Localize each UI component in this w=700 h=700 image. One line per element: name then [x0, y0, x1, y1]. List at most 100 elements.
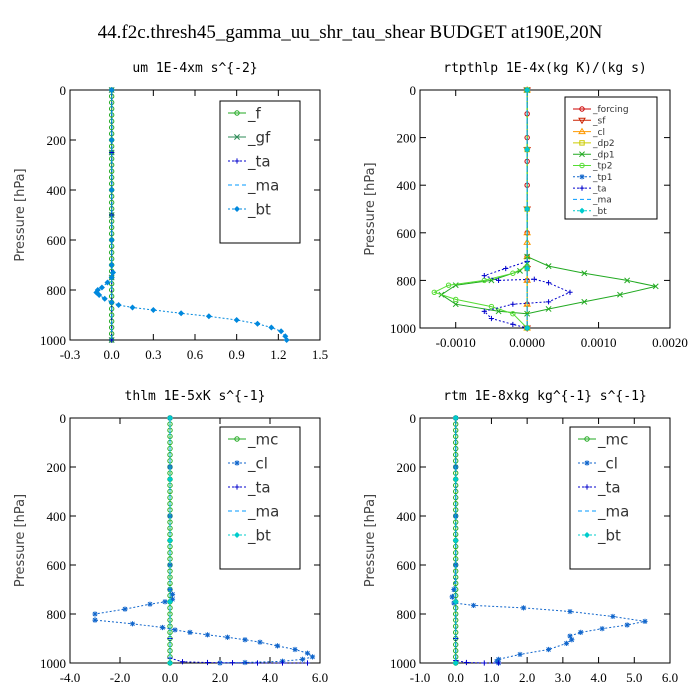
series-line [482, 90, 572, 329]
legend-label: _ma [597, 502, 629, 521]
data-point [567, 289, 573, 295]
x-tick-label: 0.6 [187, 347, 204, 362]
series-line [169, 418, 308, 664]
x-tick-label: 2.0 [519, 670, 535, 685]
legend-label: _forcing [592, 105, 629, 115]
data-point [578, 629, 584, 635]
data-point [309, 654, 316, 660]
panel-1: um 1E-4xm s^{-2} Pressure [hPa] -0.3 0.0 0.3… [13, 61, 328, 362]
y-tick-label: 800 [47, 283, 67, 298]
data-point [510, 270, 516, 276]
legend-label: _f [247, 104, 262, 123]
x-tick-label: -1.0 [410, 670, 431, 685]
legend-swatch-marker [234, 484, 240, 490]
data-point [545, 263, 552, 270]
data-point [517, 651, 523, 658]
data-point [98, 284, 105, 291]
data-point [488, 303, 495, 310]
data-point [108, 262, 115, 268]
legend-entry: _ma [578, 502, 629, 521]
legend-label: _ma [592, 196, 612, 206]
data-point [510, 321, 516, 328]
data-point [581, 270, 588, 277]
figure-title: 44.f2c.thresh45_gamma_uu_shr_tau_shear B… [98, 22, 603, 43]
data-point [470, 602, 477, 609]
data-point [115, 302, 122, 308]
legend-frame [569, 426, 651, 570]
legend-entry: _cl [578, 454, 618, 473]
data-point [510, 311, 516, 317]
legend-label: _cl [592, 128, 605, 138]
panel-4: rtm 1E-8xkg kg^{-1} s^{-1} Pressure [hPa]… [363, 389, 678, 685]
data-point [233, 317, 240, 323]
legend-label: _ma [247, 502, 279, 521]
data-point [445, 282, 452, 288]
x-tick-label: 0.9 [229, 347, 245, 362]
legend-label: _bt [247, 526, 271, 545]
legend-swatch-marker [234, 532, 240, 538]
legend-label: _ta [592, 184, 607, 194]
y-tick-label: 200 [397, 131, 417, 146]
y-tick-label: 600 [47, 233, 67, 248]
data-point [449, 594, 455, 600]
y-axis-label: Pressure [hPa] [363, 162, 378, 255]
legend-entry: _f [228, 104, 262, 123]
data-point [617, 291, 623, 298]
x-tick-label: 4.0 [590, 670, 606, 685]
panel-title: rtpthlp 1E-4x(kg K)/(kg s) [443, 61, 647, 76]
y-tick-label: 400 [47, 183, 67, 198]
data-point [110, 269, 117, 276]
series-line [455, 418, 499, 664]
series-bt [452, 415, 459, 666]
legend-swatch-marker [579, 151, 585, 158]
legend-entry: _bt [228, 200, 271, 219]
data-point [481, 273, 487, 279]
legend-entry: _ma [228, 502, 279, 521]
legend-entry: _sf [573, 116, 606, 126]
y-tick-label: 400 [397, 178, 417, 193]
x-tick-label: -2.0 [110, 670, 131, 685]
data-point [108, 87, 115, 93]
data-point [642, 618, 648, 624]
data-point [503, 265, 509, 272]
data-point [581, 298, 588, 305]
data-point [167, 598, 173, 605]
data-point [159, 624, 166, 631]
legend-frame [219, 426, 301, 570]
x-tick-label: 0.0000 [509, 335, 545, 350]
legend-swatch-marker [579, 185, 585, 191]
data-point [451, 600, 457, 606]
y-tick-label: 600 [397, 226, 417, 241]
data-point [452, 415, 459, 421]
data-point [205, 313, 212, 320]
legend-label: _mc [597, 430, 628, 449]
data-point [452, 660, 459, 666]
y-tick-label: 1000 [40, 656, 66, 671]
data-point [453, 296, 459, 303]
data-point [254, 660, 261, 666]
legend-entry: _bt [573, 207, 607, 217]
data-point [167, 660, 173, 666]
data-point [304, 650, 311, 656]
data-point [108, 137, 115, 143]
data-point [599, 626, 605, 632]
x-tick-label: 0.0 [104, 347, 120, 362]
data-point [452, 537, 459, 544]
data-point [242, 659, 248, 666]
legend-swatch-marker [234, 460, 240, 466]
y-tick-label: 800 [47, 607, 67, 622]
data-point [610, 613, 616, 620]
x-tick-label: 1.0 [483, 670, 499, 685]
data-point [563, 640, 570, 646]
legend-frame [219, 100, 301, 244]
legend-label: _ta [247, 152, 271, 171]
legend-entry: _gf [228, 128, 271, 147]
panel-2: rtpthlp 1E-4x(kg K)/(kg s) Pressure [hPa]… [363, 61, 688, 350]
legend-swatch-marker [584, 484, 590, 490]
data-point [96, 292, 103, 298]
x-tick-label: 0.0 [162, 670, 178, 685]
data-point [167, 537, 173, 544]
legend-entry: _tp1 [573, 173, 612, 183]
data-point [452, 598, 459, 605]
legend-entry: _mc [228, 430, 278, 449]
